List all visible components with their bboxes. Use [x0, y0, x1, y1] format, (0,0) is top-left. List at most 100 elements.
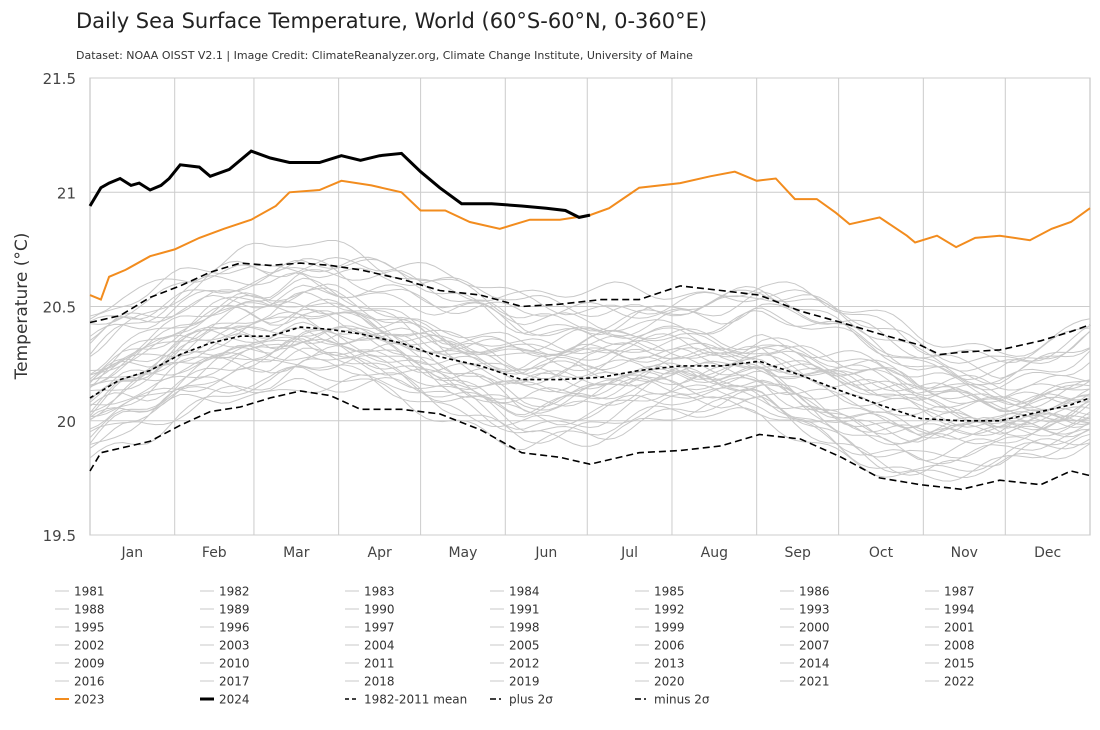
minus-2sigma-line: [89, 390, 1091, 491]
legend-label: 1985: [654, 585, 685, 599]
legend-item-2001[interactable]: 2001: [925, 621, 975, 635]
legend-label: 2010: [219, 657, 250, 671]
year-line-1982: [89, 374, 1091, 482]
year-line-1992: [89, 338, 1091, 446]
legend-item-1992[interactable]: 1992: [635, 603, 685, 617]
legend-item-1982[interactable]: 1982: [200, 585, 250, 599]
line-2023: [89, 170, 1091, 301]
legend-label: 2000: [799, 621, 830, 635]
legend-item-2024[interactable]: 2024: [200, 693, 250, 707]
year-line-1999: [89, 321, 1091, 425]
legend-label: 2023: [74, 693, 105, 707]
legend-item-plus-2-[interactable]: plus 2σ: [490, 693, 553, 707]
legend-item-2013[interactable]: 2013: [635, 657, 685, 671]
legend-item-2000[interactable]: 2000: [780, 621, 830, 635]
legend-item-2017[interactable]: 2017: [200, 675, 250, 689]
legend-item-1995[interactable]: 1995: [55, 621, 105, 635]
legend-item-1986[interactable]: 1986: [780, 585, 830, 599]
legend-item-2005[interactable]: 2005: [490, 639, 540, 653]
legend-item-2016[interactable]: 2016: [55, 675, 105, 689]
chart-title: Daily Sea Surface Temperature, World (60…: [76, 9, 707, 33]
legend-item-2010[interactable]: 2010: [200, 657, 250, 671]
legend-item-2018[interactable]: 2018: [345, 675, 395, 689]
legend-item-minus-2-[interactable]: minus 2σ: [635, 693, 710, 707]
legend-item-2009[interactable]: 2009: [55, 657, 105, 671]
legend-label: 1982-2011 mean: [364, 693, 467, 707]
legend-label: 2008: [944, 639, 975, 653]
legend-label: 2020: [654, 675, 685, 689]
legend-item-1987[interactable]: 1987: [925, 585, 975, 599]
legend-item-2021[interactable]: 2021: [780, 675, 830, 689]
x-tick-label: May: [448, 545, 477, 561]
legend-item-1999[interactable]: 1999: [635, 621, 685, 635]
year-line-1985: [89, 366, 1091, 479]
legend-item-2004[interactable]: 2004: [345, 639, 395, 653]
y-tick-label: 20.5: [43, 299, 76, 317]
legend-label: 2003: [219, 639, 250, 653]
legend-item-1991[interactable]: 1991: [490, 603, 540, 617]
year-line-2008: [89, 327, 1091, 431]
legend-item-1990[interactable]: 1990: [345, 603, 395, 617]
legend-item-2022[interactable]: 2022: [925, 675, 975, 689]
y-axis-label: Temperature (°C): [12, 233, 32, 381]
legend-item-2011[interactable]: 2011: [345, 657, 395, 671]
legend-label: 2014: [799, 657, 830, 671]
legend-item-1984[interactable]: 1984: [490, 585, 540, 599]
legend-item-2023[interactable]: 2023: [55, 693, 105, 707]
legend-item-1988[interactable]: 1988: [55, 603, 105, 617]
legend-item-1989[interactable]: 1989: [200, 603, 250, 617]
legend-item-1997[interactable]: 1997: [345, 621, 395, 635]
legend-item-1985[interactable]: 1985: [635, 585, 685, 599]
legend-item-2014[interactable]: 2014: [780, 657, 830, 671]
legend-label: 1997: [364, 621, 395, 635]
legend-label: minus 2σ: [654, 693, 710, 707]
legend-item-1994[interactable]: 1994: [925, 603, 975, 617]
legend-label: 1981: [74, 585, 105, 599]
legend-label: 2017: [219, 675, 250, 689]
legend-label: 2016: [74, 675, 105, 689]
legend-item-2019[interactable]: 2019: [490, 675, 540, 689]
year-line-1987: [89, 333, 1091, 435]
legend-item-2012[interactable]: 2012: [490, 657, 540, 671]
legend[interactable]: 1981 1982 1983 1984 1985 1986 1987 1988 1989 1990…: [55, 585, 975, 707]
chart-subtitle: Dataset: NOAA OISST V2.1 | Image Credit:…: [76, 49, 693, 62]
legend-item-2008[interactable]: 2008: [925, 639, 975, 653]
legend-label: 1992: [654, 603, 685, 617]
legend-item-2006[interactable]: 2006: [635, 639, 685, 653]
legend-label: 1998: [509, 621, 540, 635]
year-line-2019: [89, 264, 1091, 364]
legend-label: 1984: [509, 585, 540, 599]
legend-item-2002[interactable]: 2002: [55, 639, 105, 653]
legend-label: 2005: [509, 639, 540, 653]
x-tick-label: Jun: [534, 545, 557, 561]
legend-item-1982-2011-mean[interactable]: 1982-2011 mean: [345, 693, 467, 707]
plus-2sigma-line: [89, 262, 1091, 356]
legend-item-2015[interactable]: 2015: [925, 657, 975, 671]
legend-item-1998[interactable]: 1998: [490, 621, 540, 635]
year-line-2001: [89, 325, 1091, 417]
year-line-2015: [89, 256, 1091, 372]
legend-item-1993[interactable]: 1993: [780, 603, 830, 617]
grid: 21.5 21 20.5 20 19.5 Jan Feb Mar Apr May Jun Jul Aug…: [43, 70, 1091, 561]
legend-item-1996[interactable]: 1996: [200, 621, 250, 635]
year-line-2006: [89, 304, 1091, 411]
legend-label: 2007: [799, 639, 830, 653]
legend-item-2007[interactable]: 2007: [780, 639, 830, 653]
legend-label: 2009: [74, 657, 105, 671]
legend-item-2020[interactable]: 2020: [635, 675, 685, 689]
legend-item-1981[interactable]: 1981: [55, 585, 105, 599]
legend-item-1983[interactable]: 1983: [345, 585, 395, 599]
year-line-2000: [89, 336, 1091, 431]
year-line-1994: [89, 344, 1091, 437]
year-line-2018: [89, 272, 1091, 386]
legend-item-2003[interactable]: 2003: [200, 639, 250, 653]
year-line-2011: [89, 311, 1091, 423]
y-tick-label: 21.5: [43, 70, 76, 88]
legend-label: 1989: [219, 603, 250, 617]
year-line-2022: [89, 258, 1091, 381]
legend-label: 1982: [219, 585, 250, 599]
year-line-2014: [89, 284, 1091, 391]
legend-label: 1983: [364, 585, 395, 599]
x-tick-label: Aug: [701, 545, 728, 561]
